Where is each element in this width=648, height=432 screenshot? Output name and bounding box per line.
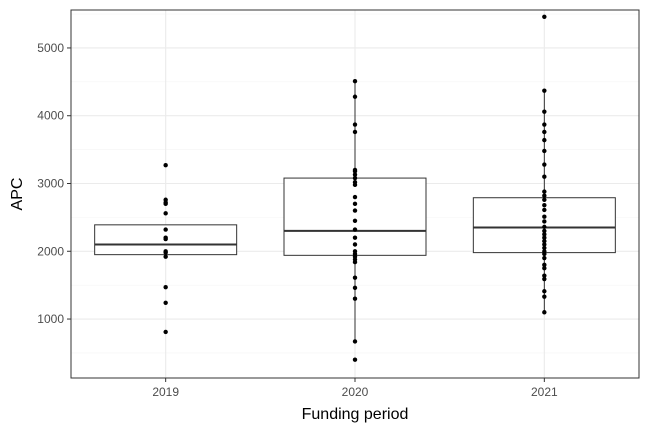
data-point (163, 162, 168, 168)
data-point (542, 88, 547, 93)
data-point (352, 227, 358, 232)
data-point (542, 255, 547, 261)
y-tick-label: 1000 (37, 312, 64, 326)
data-point (542, 14, 547, 19)
data-point (352, 285, 358, 291)
data-point (163, 300, 168, 305)
data-point (542, 129, 547, 135)
data-point (352, 296, 358, 301)
x-axis-title: Funding period (302, 406, 409, 423)
x-tick-label: 2019 (152, 385, 179, 399)
data-point (352, 94, 358, 99)
data-point (542, 228, 547, 234)
data-point (542, 122, 547, 127)
data-point (352, 235, 358, 240)
data-point (542, 219, 547, 224)
data-point (542, 189, 547, 194)
data-point (352, 194, 358, 200)
data-point (542, 289, 547, 294)
y-tick-label: 5000 (37, 41, 64, 55)
data-point (163, 254, 168, 259)
data-point (352, 208, 358, 213)
data-point (542, 197, 547, 202)
data-point (542, 109, 547, 114)
x-tick-label: 2021 (531, 385, 558, 399)
data-point (542, 310, 547, 315)
data-point (352, 182, 358, 188)
data-point (163, 201, 168, 207)
data-point (542, 262, 547, 268)
data-point (542, 251, 547, 257)
axis-layer: 1000 2000 3000 4000 5000 2019 2020 2021 (37, 41, 558, 399)
data-point (542, 193, 547, 198)
data-point (352, 172, 358, 177)
y-axis-title: APC (9, 178, 26, 211)
data-point (352, 242, 358, 247)
data-point (542, 273, 547, 278)
data-point (163, 329, 168, 335)
data-point (163, 284, 168, 290)
data-point (352, 78, 358, 84)
data-point (542, 276, 547, 282)
data-point (352, 275, 358, 280)
data-point (542, 245, 547, 251)
data-point (542, 224, 547, 230)
y-tick-label: 2000 (37, 244, 64, 258)
data-point (542, 148, 547, 154)
data-point (163, 236, 168, 242)
data-point (352, 259, 358, 265)
y-tick-label: 3000 (37, 176, 64, 190)
point-layer (163, 14, 547, 362)
data-point (542, 214, 547, 219)
data-point (163, 227, 168, 232)
data-point (542, 162, 547, 167)
data-point (163, 211, 168, 216)
data-point (542, 235, 547, 240)
data-point (352, 129, 358, 135)
data-point (542, 232, 547, 237)
data-point (542, 266, 547, 271)
data-point (542, 202, 547, 208)
data-point (352, 201, 358, 207)
data-point (352, 357, 358, 362)
data-point (542, 238, 547, 244)
data-point (542, 242, 547, 247)
y-tick-label: 4000 (37, 109, 64, 123)
data-point (352, 218, 358, 223)
data-point (352, 175, 358, 181)
data-point (542, 174, 547, 179)
data-point (352, 169, 358, 174)
data-point (163, 250, 168, 255)
data-point (352, 339, 358, 344)
data-point (542, 137, 547, 143)
x-tick-label: 2020 (342, 385, 369, 399)
data-point (542, 294, 547, 299)
data-point (542, 207, 547, 213)
data-point (352, 122, 358, 127)
